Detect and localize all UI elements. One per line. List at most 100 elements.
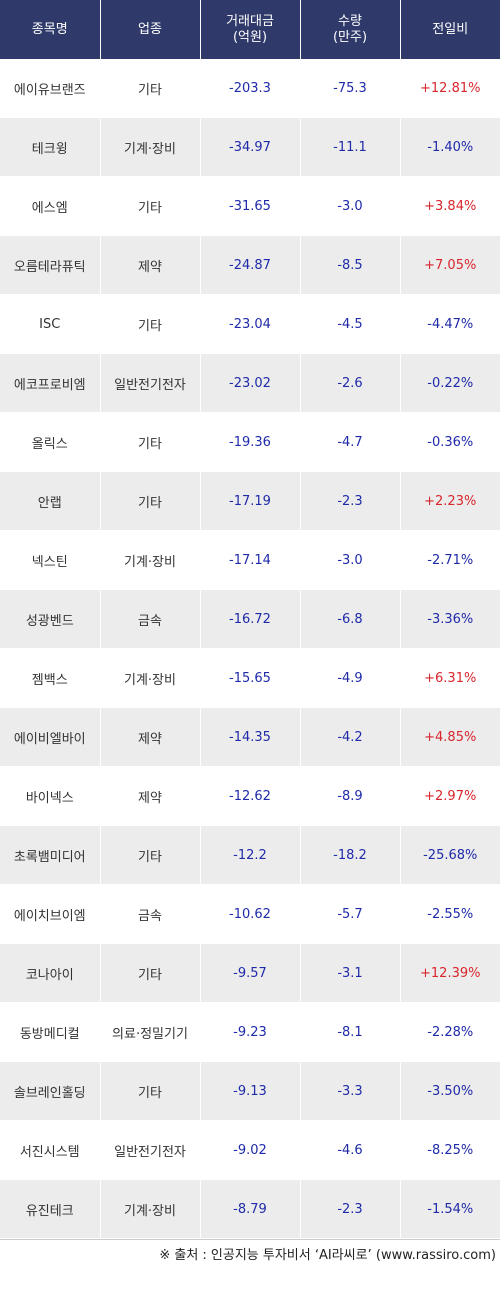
trade-amount-cell: -9.23 bbox=[199, 1002, 300, 1062]
stock-table: 종목명 업종 거래대금 (억원) 수량 (만주) 전일비 에이유브랜즈 기타 -203.… bbox=[0, 0, 500, 1239]
table-header-row: 종목명 업종 거래대금 (억원) 수량 (만주) 전일비 bbox=[0, 0, 500, 59]
change-cell: +4.85% bbox=[399, 707, 500, 767]
trade-amount-cell: -8.79 bbox=[199, 1179, 300, 1239]
table-row: 테크윙 기계·장비 -34.97 -11.1 -1.40% bbox=[0, 117, 500, 177]
table-row: 솔브레인홀딩 기타 -9.13 -3.3 -3.50% bbox=[0, 1061, 500, 1121]
sector-cell: 기타 bbox=[99, 471, 200, 531]
table-row: 에이유브랜즈 기타 -203.3 -75.3 +12.81% bbox=[0, 59, 500, 118]
change-cell: -4.47% bbox=[399, 294, 500, 354]
stock-name-cell: 코나아이 bbox=[0, 943, 100, 1003]
source-note: ※ 출처 : 인공지능 투자비서 ‘AI라씨로’ (www.rassiro.co… bbox=[0, 1239, 500, 1272]
volume-cell: -5.7 bbox=[299, 884, 400, 944]
header-volume: 수량 (만주) bbox=[299, 0, 400, 59]
volume-cell: -4.5 bbox=[299, 294, 400, 354]
volume-cell: -4.6 bbox=[299, 1120, 400, 1180]
sector-cell: 기타 bbox=[99, 943, 200, 1003]
trade-amount-cell: -12.2 bbox=[199, 825, 300, 885]
sector-cell: 기타 bbox=[99, 59, 200, 118]
stock-name-cell: 초록뱀미디어 bbox=[0, 825, 100, 885]
header-change: 전일비 bbox=[399, 0, 500, 59]
sector-cell: 기타 bbox=[99, 825, 200, 885]
trade-amount-cell: -23.02 bbox=[199, 353, 300, 413]
volume-cell: -4.2 bbox=[299, 707, 400, 767]
change-cell: -3.36% bbox=[399, 589, 500, 649]
sector-cell: 기계·장비 bbox=[99, 117, 200, 177]
sector-cell: 기타 bbox=[99, 176, 200, 236]
table-row: ISC 기타 -23.04 -4.5 -4.47% bbox=[0, 294, 500, 354]
sector-cell: 기타 bbox=[99, 1061, 200, 1121]
trade-amount-cell: -31.65 bbox=[199, 176, 300, 236]
stock-name-cell: 동방메디컬 bbox=[0, 1002, 100, 1062]
table-row: 넥스틴 기계·장비 -17.14 -3.0 -2.71% bbox=[0, 530, 500, 590]
trade-amount-cell: -23.04 bbox=[199, 294, 300, 354]
volume-cell: -2.6 bbox=[299, 353, 400, 413]
trade-amount-cell: -34.97 bbox=[199, 117, 300, 177]
stock-name-cell: 젬백스 bbox=[0, 648, 100, 708]
table-row: 에이비엘바이 제약 -14.35 -4.2 +4.85% bbox=[0, 707, 500, 767]
table-row: 유진테크 기계·장비 -8.79 -2.3 -1.54% bbox=[0, 1179, 500, 1239]
trade-amount-cell: -9.02 bbox=[199, 1120, 300, 1180]
stock-name-cell: 에이비엘바이 bbox=[0, 707, 100, 767]
sector-cell: 일반전기전자 bbox=[99, 1120, 200, 1180]
sector-cell: 제약 bbox=[99, 707, 200, 767]
change-cell: -25.68% bbox=[399, 825, 500, 885]
sector-cell: 금속 bbox=[99, 884, 200, 944]
change-cell: -1.54% bbox=[399, 1179, 500, 1239]
trade-amount-cell: -19.36 bbox=[199, 412, 300, 472]
stock-name-cell: 오름테라퓨틱 bbox=[0, 235, 100, 295]
sector-cell: 제약 bbox=[99, 766, 200, 826]
stock-name-cell: 에스엠 bbox=[0, 176, 100, 236]
sector-cell: 기계·장비 bbox=[99, 648, 200, 708]
volume-cell: -8.9 bbox=[299, 766, 400, 826]
stock-name-cell: 에코프로비엠 bbox=[0, 353, 100, 413]
change-cell: -3.50% bbox=[399, 1061, 500, 1121]
volume-cell: -8.1 bbox=[299, 1002, 400, 1062]
header-sector: 업종 bbox=[99, 0, 200, 59]
sector-cell: 제약 bbox=[99, 235, 200, 295]
change-cell: +3.84% bbox=[399, 176, 500, 236]
stock-name-cell: 테크윙 bbox=[0, 117, 100, 177]
table-row: 코나아이 기타 -9.57 -3.1 +12.39% bbox=[0, 943, 500, 1003]
change-cell: -0.36% bbox=[399, 412, 500, 472]
change-cell: +12.81% bbox=[399, 59, 500, 118]
header-volume-label: 수량 bbox=[338, 13, 362, 29]
stock-name-cell: 유진테크 bbox=[0, 1179, 100, 1239]
change-cell: +12.39% bbox=[399, 943, 500, 1003]
stock-name-cell: ISC bbox=[0, 294, 100, 354]
table-row: 젬백스 기계·장비 -15.65 -4.9 +6.31% bbox=[0, 648, 500, 708]
sector-cell: 금속 bbox=[99, 589, 200, 649]
change-cell: -1.40% bbox=[399, 117, 500, 177]
table-row: 동방메디컬 의료·정밀기기 -9.23 -8.1 -2.28% bbox=[0, 1002, 500, 1062]
trade-amount-cell: -9.13 bbox=[199, 1061, 300, 1121]
header-amount-unit: (억원) bbox=[232, 29, 268, 45]
stock-name-cell: 에이유브랜즈 bbox=[0, 59, 100, 118]
volume-cell: -2.3 bbox=[299, 471, 400, 531]
volume-cell: -4.9 bbox=[299, 648, 400, 708]
sector-cell: 기계·장비 bbox=[99, 1179, 200, 1239]
volume-cell: -6.8 bbox=[299, 589, 400, 649]
change-cell: -0.22% bbox=[399, 353, 500, 413]
table-body: 에이유브랜즈 기타 -203.3 -75.3 +12.81% 테크윙 기계·장비 -34.97… bbox=[0, 59, 500, 1239]
volume-cell: -18.2 bbox=[299, 825, 400, 885]
header-change-label: 전일비 bbox=[432, 21, 469, 37]
volume-cell: -4.7 bbox=[299, 412, 400, 472]
sector-cell: 의료·정밀기기 bbox=[99, 1002, 200, 1062]
stock-name-cell: 서진시스템 bbox=[0, 1120, 100, 1180]
stock-name-cell: 넥스틴 bbox=[0, 530, 100, 590]
table-row: 오름테라퓨틱 제약 -24.87 -8.5 +7.05% bbox=[0, 235, 500, 295]
table-row: 성광벤드 금속 -16.72 -6.8 -3.36% bbox=[0, 589, 500, 649]
stock-name-cell: 바이넥스 bbox=[0, 766, 100, 826]
table-row: 올릭스 기타 -19.36 -4.7 -0.36% bbox=[0, 412, 500, 472]
header-name: 종목명 bbox=[0, 0, 100, 59]
volume-cell: -3.0 bbox=[299, 176, 400, 236]
change-cell: -2.71% bbox=[399, 530, 500, 590]
volume-cell: -3.0 bbox=[299, 530, 400, 590]
table-row: 에스엠 기타 -31.65 -3.0 +3.84% bbox=[0, 176, 500, 236]
sector-cell: 기계·장비 bbox=[99, 530, 200, 590]
change-cell: +6.31% bbox=[399, 648, 500, 708]
stock-name-cell: 에이치브이엠 bbox=[0, 884, 100, 944]
table-row: 서진시스템 일반전기전자 -9.02 -4.6 -8.25% bbox=[0, 1120, 500, 1180]
change-cell: -2.28% bbox=[399, 1002, 500, 1062]
stock-name-cell: 솔브레인홀딩 bbox=[0, 1061, 100, 1121]
change-cell: +7.05% bbox=[399, 235, 500, 295]
